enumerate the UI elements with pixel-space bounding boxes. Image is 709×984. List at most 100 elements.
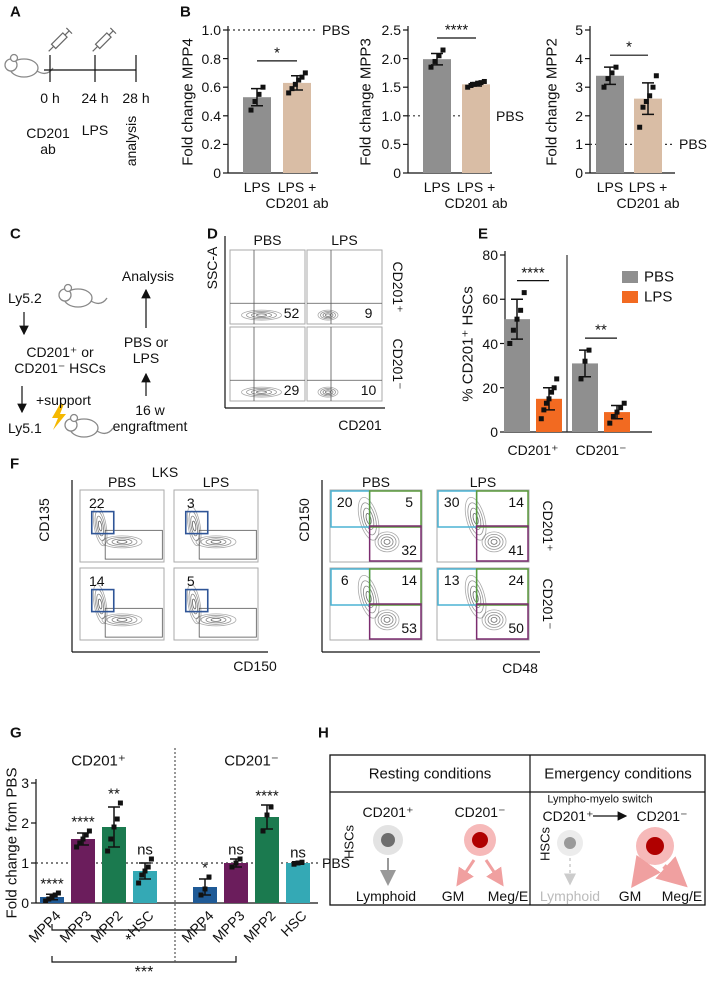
y-tick-label: 0.5 [381, 136, 401, 153]
flow-axis-label: SSC-A [203, 246, 220, 290]
row-label: CD201⁻ [390, 338, 407, 390]
bar [255, 817, 279, 903]
data-point [518, 307, 524, 313]
readout-label: Analysis [121, 267, 175, 284]
y-tick-label: 5 [575, 21, 583, 38]
data-point [233, 860, 239, 866]
y-tick-label: 1 [575, 136, 583, 153]
engraftment-label: 16 w engraftment [112, 401, 188, 434]
contour [374, 531, 400, 553]
data-point [52, 892, 58, 898]
fate-label: GM [441, 887, 465, 904]
contour [200, 536, 232, 547]
mouse-ear [63, 283, 73, 293]
contour [383, 616, 391, 623]
contour [325, 390, 331, 394]
panel-label: A [10, 3, 21, 21]
data-point [618, 405, 624, 411]
slam-gate [475, 490, 529, 528]
column-label: PBS [361, 473, 391, 490]
legend-swatch [622, 291, 638, 303]
fate-label: Meg/E [661, 887, 703, 904]
x-tick-label: LPS [423, 179, 451, 195]
flt3-gate [90, 510, 115, 535]
data-point [111, 824, 117, 830]
support-label: +support [36, 391, 91, 408]
time-label: 24 h [81, 89, 109, 106]
data-point [49, 894, 55, 900]
significance-label: *** [134, 963, 154, 981]
flow-plot [229, 249, 306, 325]
data-point [80, 836, 86, 842]
contour [377, 611, 397, 628]
data-point [108, 836, 114, 842]
data-point [264, 812, 270, 818]
gate-value: 14 [89, 572, 105, 589]
y-tick-label: 1.5 [381, 79, 401, 96]
column-label: PBS [107, 473, 137, 490]
y-tick-label: 0 [213, 164, 221, 181]
data-point [481, 78, 487, 84]
significance-label: ns [137, 841, 153, 859]
gate-value: 20 [336, 493, 353, 510]
contour [200, 614, 232, 625]
data-point [471, 81, 477, 87]
y-tick-label: 40 [482, 335, 498, 352]
contour [490, 616, 498, 623]
syringe-grip [109, 27, 117, 35]
contour [92, 505, 108, 547]
contour [98, 598, 103, 610]
data-point [432, 58, 438, 64]
data-point [145, 864, 151, 870]
legend-swatch [622, 271, 638, 283]
gate-value: 5 [405, 493, 414, 510]
data-point [613, 64, 619, 70]
syringe-icon [48, 27, 73, 52]
hsc-nucleus [564, 837, 576, 849]
contour [186, 505, 202, 547]
significance-label: **** [521, 263, 545, 281]
y-tick-label: 0.4 [201, 107, 221, 124]
data-point [546, 396, 552, 402]
gate-value: 14 [401, 571, 417, 588]
data-point [650, 84, 656, 90]
slam-gate [368, 568, 422, 606]
data-point [260, 84, 266, 90]
data-point [256, 91, 262, 97]
contour [470, 507, 482, 530]
treatment-label: PBS or LPS [123, 333, 169, 366]
group-label: CD201⁻ [224, 752, 279, 770]
data-point [607, 420, 613, 426]
y-tick-label: 0 [21, 894, 29, 911]
gate-value: 32 [401, 542, 417, 559]
data-point [299, 859, 305, 865]
event-label: analysis [122, 115, 139, 167]
significance-bracket [51, 956, 237, 963]
slam-gate [475, 568, 529, 606]
flt3-gate [90, 588, 115, 613]
contour [92, 583, 108, 625]
data-point [436, 53, 442, 59]
cell-label: CD201⁺ [542, 807, 594, 824]
contour [317, 386, 339, 398]
panel-label: D [207, 225, 218, 243]
data-point [643, 99, 649, 104]
lightning-icon [52, 404, 66, 430]
cells-label: CD201⁺ or CD201⁻ HSCs [14, 343, 106, 376]
row-label: CD201⁺ [540, 500, 557, 552]
legend-label: LPS [644, 288, 673, 306]
data-point [198, 892, 204, 898]
x-tick-label: LPS + CD201 ab [616, 179, 680, 212]
x-tick-label: CD201⁺ [507, 442, 559, 458]
gate-value: 6 [340, 571, 349, 588]
gate-value: 52 [283, 304, 300, 321]
contour [186, 583, 202, 625]
data-point [142, 868, 148, 874]
contour [192, 598, 197, 610]
flow-axis-label: CD150 [233, 657, 277, 674]
mouse-ear [69, 413, 79, 423]
slam-gate [368, 490, 422, 528]
flt3-gate [184, 510, 209, 535]
flow-axis-label: CD135 [35, 498, 52, 542]
